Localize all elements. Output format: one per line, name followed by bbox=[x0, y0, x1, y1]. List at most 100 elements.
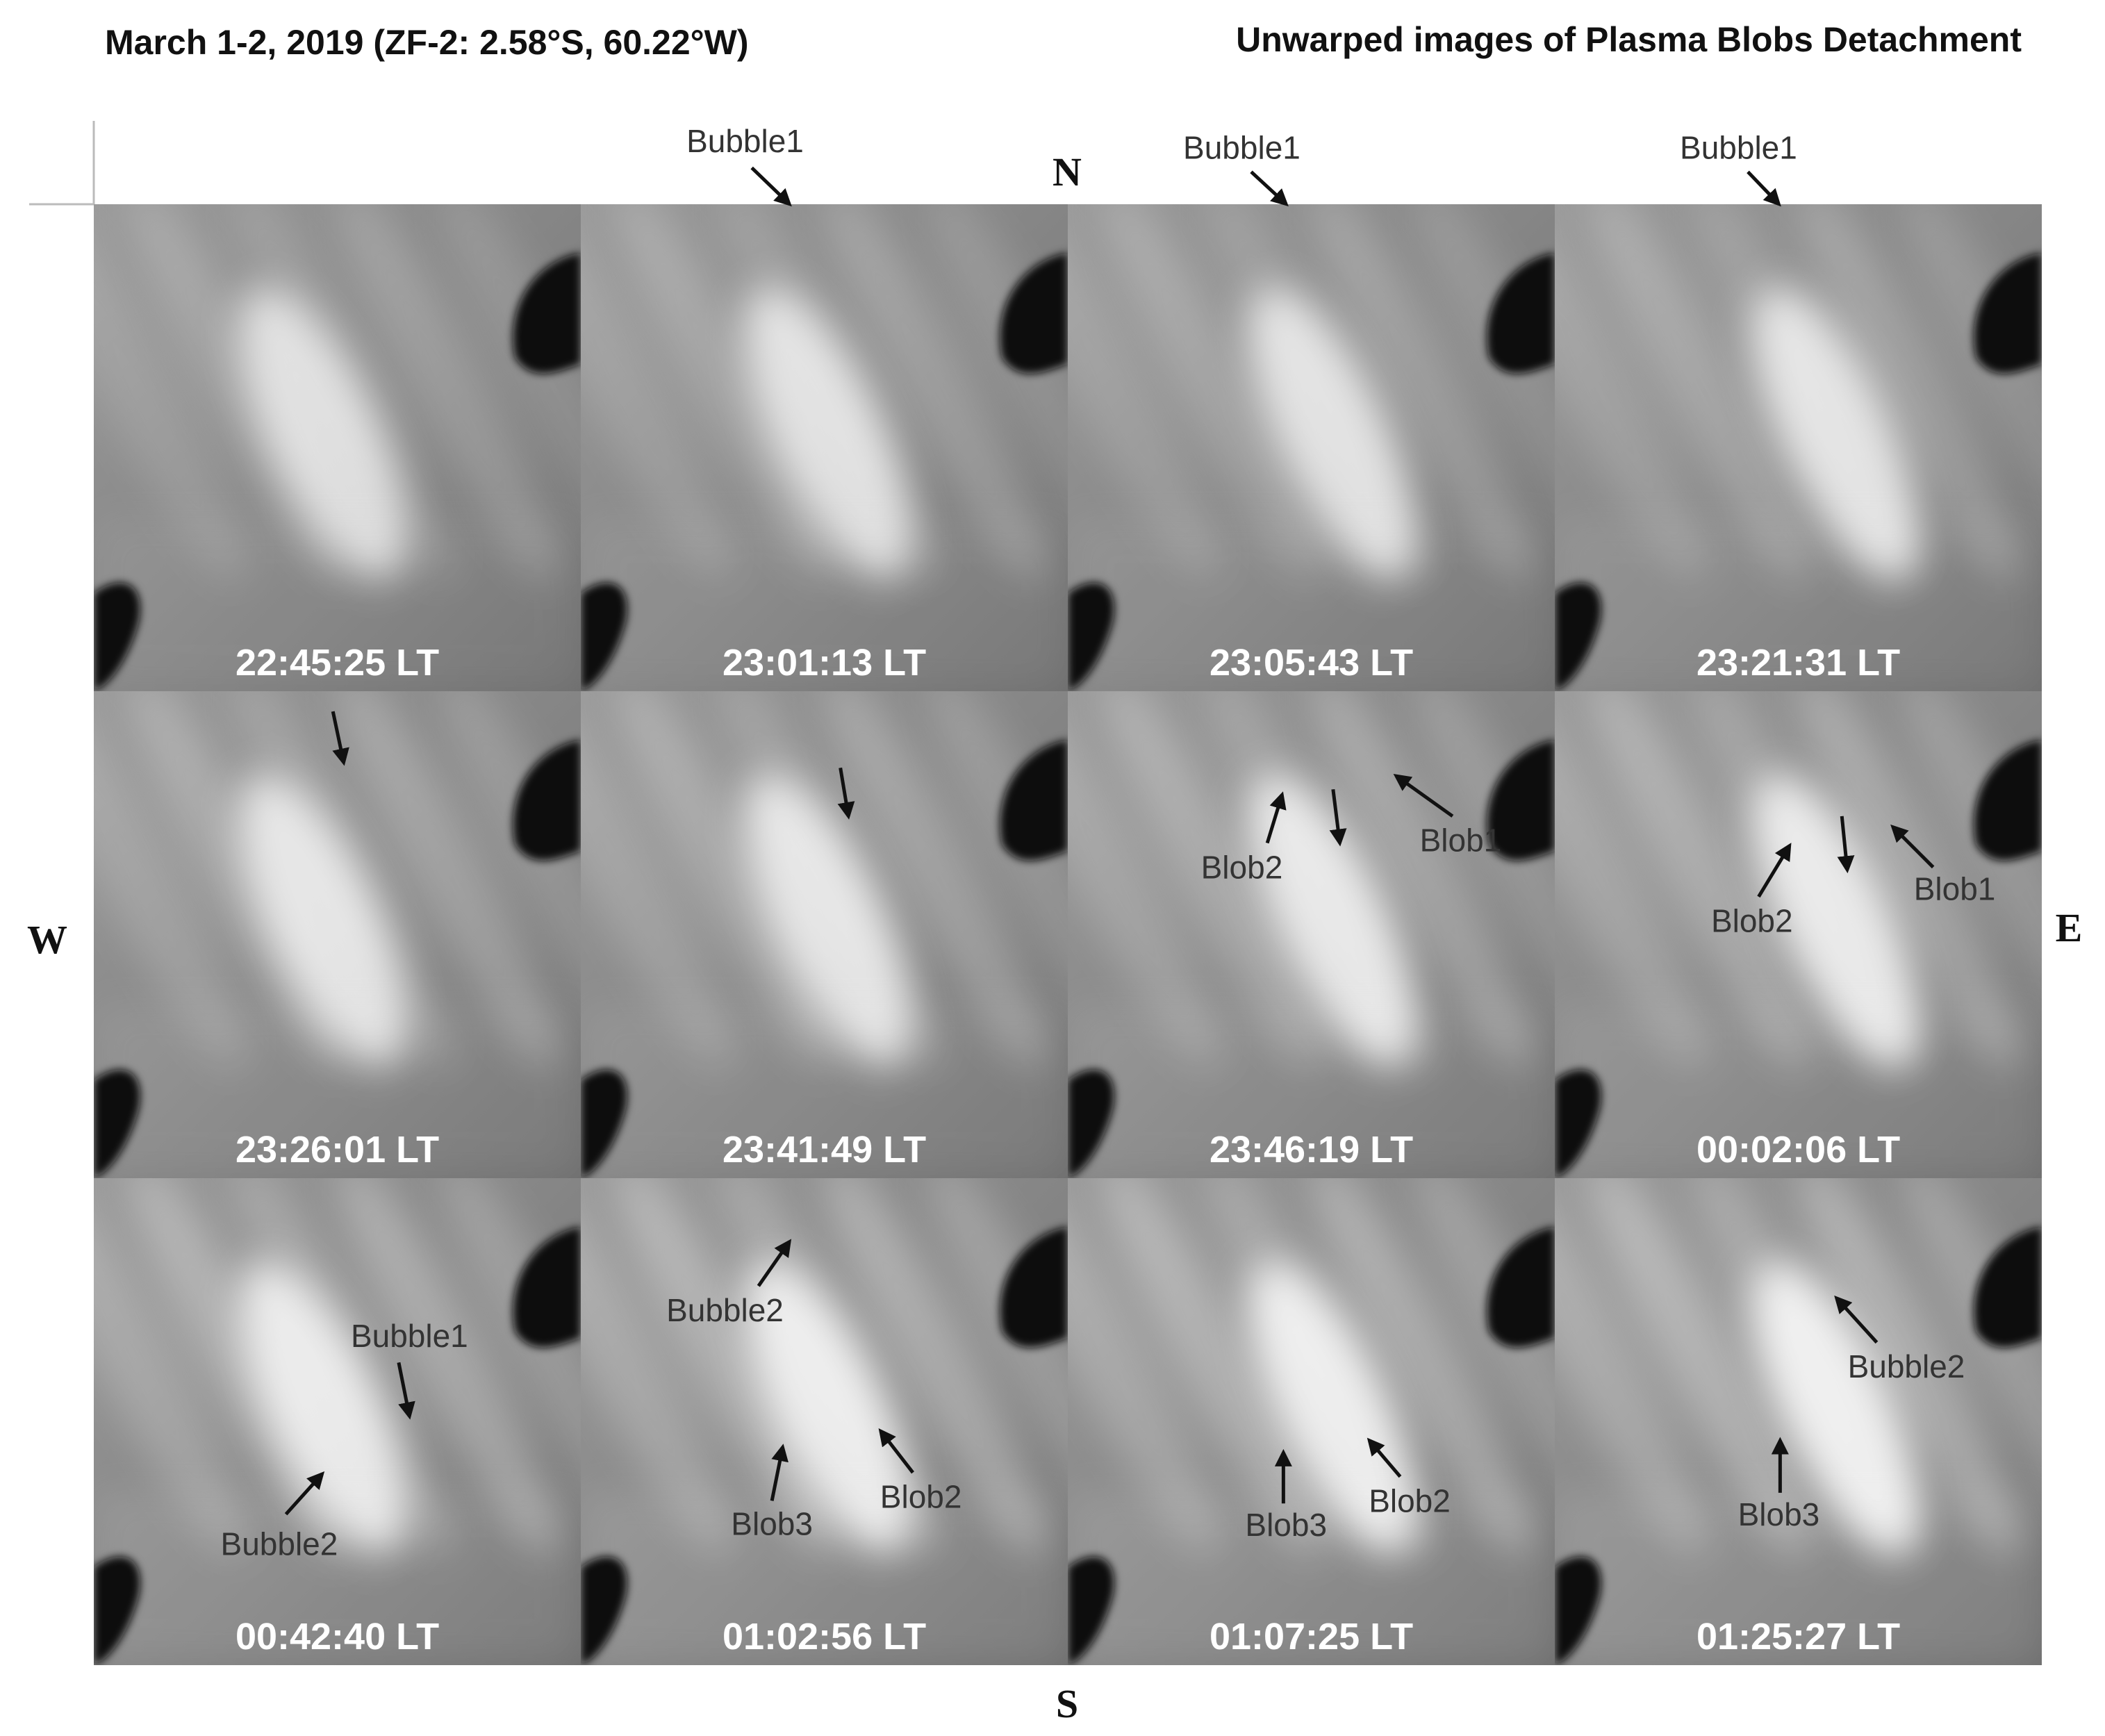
airglow-streak bbox=[94, 691, 245, 1069]
lower-haze bbox=[1068, 1491, 1555, 1665]
airglow-streak bbox=[1904, 1178, 2042, 1556]
sky-image: 23:05:43 LT bbox=[1068, 204, 1555, 691]
arrow bbox=[750, 166, 792, 207]
tree-silhouette bbox=[1068, 582, 1114, 691]
annotation-label: Bubble1 bbox=[686, 123, 804, 159]
airglow-streak bbox=[617, 204, 836, 582]
bright-band bbox=[1247, 1260, 1417, 1555]
lower-haze bbox=[1555, 1491, 2042, 1665]
bright-band bbox=[743, 286, 912, 581]
airglow-streak bbox=[1104, 204, 1323, 582]
airglow-streak bbox=[1591, 204, 1810, 582]
arrow bbox=[1747, 170, 1781, 207]
airglow-streak bbox=[930, 691, 1068, 1069]
arrow bbox=[397, 1362, 415, 1420]
lower-haze bbox=[581, 517, 1068, 691]
arrow bbox=[1250, 170, 1289, 207]
bright-band bbox=[743, 773, 912, 1068]
airglow-streak bbox=[1068, 1178, 1219, 1556]
arrow bbox=[1265, 791, 1287, 844]
annotation-label: Blob2 bbox=[1369, 1482, 1451, 1519]
panel-grid: 22:45:25 LT 23:01:13 LT 23:05:43 LT 23:21:3… bbox=[94, 204, 2042, 1665]
tree-silhouette bbox=[513, 253, 581, 374]
airglow-streak bbox=[443, 1178, 581, 1556]
lower-haze bbox=[94, 1491, 581, 1665]
tree-silhouette bbox=[1974, 1227, 2042, 1348]
arrow bbox=[757, 1239, 792, 1287]
arrow bbox=[1834, 1295, 1879, 1344]
arrow bbox=[1367, 1437, 1402, 1478]
airglow-streak bbox=[1799, 204, 2019, 582]
airglow-streak bbox=[1591, 1178, 1810, 1556]
airglow-streak bbox=[443, 204, 581, 582]
timestamp: 22:45:25 LT bbox=[236, 642, 439, 684]
tree-silhouette bbox=[1555, 1556, 1601, 1665]
airglow-streak bbox=[1904, 691, 2042, 1069]
tree-silhouette bbox=[581, 582, 627, 691]
airglow-streak bbox=[1312, 691, 1532, 1069]
tree-silhouette bbox=[1000, 253, 1068, 374]
timestamp: 23:21:31 LT bbox=[1697, 642, 1900, 684]
bright-band bbox=[238, 773, 408, 1068]
west-label: W bbox=[27, 917, 67, 962]
tree-silhouette bbox=[1555, 582, 1601, 691]
timestamp: 23:01:13 LT bbox=[723, 642, 926, 684]
tree-silhouette bbox=[1068, 1556, 1114, 1665]
annotation-label: Blob2 bbox=[1711, 903, 1793, 939]
timestamp: 23:26:01 LT bbox=[236, 1129, 439, 1171]
bright-band bbox=[1751, 773, 1921, 1068]
annotation-label: Blob3 bbox=[1738, 1496, 1820, 1532]
tree-silhouette bbox=[94, 582, 140, 691]
sky-image: 00:42:40 LT bbox=[94, 1178, 581, 1665]
tree-silhouette bbox=[1974, 740, 2042, 861]
tree-silhouette bbox=[581, 1069, 627, 1178]
tree-silhouette bbox=[513, 740, 581, 861]
airglow-streak bbox=[443, 691, 581, 1069]
tree-silhouette bbox=[94, 1556, 140, 1665]
airglow-streak bbox=[1555, 1178, 1706, 1556]
lower-haze bbox=[581, 1491, 1068, 1665]
airglow-streak bbox=[581, 691, 732, 1069]
tree-silhouette bbox=[581, 1556, 627, 1665]
airglow-streak bbox=[338, 1178, 558, 1556]
arrow bbox=[1837, 816, 1855, 874]
airglow-streak bbox=[825, 1178, 1045, 1556]
sky-image: 23:41:49 LT bbox=[581, 691, 1068, 1178]
tree-silhouette bbox=[1000, 1227, 1068, 1348]
timestamp: 23:46:19 LT bbox=[1210, 1129, 1413, 1171]
timestamp: 01:02:56 LT bbox=[723, 1616, 926, 1658]
timestamp: 00:02:06 LT bbox=[1697, 1129, 1900, 1171]
timestamp: 00:42:40 LT bbox=[236, 1616, 439, 1658]
sky-image: 01:25:27 LT bbox=[1555, 1178, 2042, 1665]
tree-silhouette bbox=[1555, 1069, 1601, 1178]
arrow bbox=[1757, 843, 1792, 898]
annotation-label: Blob3 bbox=[731, 1505, 813, 1541]
annotation-label: Bubble2 bbox=[1848, 1348, 1965, 1384]
airglow-streak bbox=[825, 204, 1045, 582]
north-label: N bbox=[1052, 149, 1082, 195]
annotation-label: Blob1 bbox=[1914, 870, 1996, 907]
bright-band bbox=[1751, 286, 1921, 581]
tree-silhouette bbox=[1974, 253, 2042, 374]
airglow-streak bbox=[1104, 691, 1323, 1069]
airglow-streak bbox=[1417, 1178, 1555, 1556]
airglow-streak bbox=[338, 691, 558, 1069]
timestamp: 23:41:49 LT bbox=[723, 1129, 926, 1171]
tree-silhouette bbox=[513, 1227, 581, 1348]
lower-haze bbox=[1068, 517, 1555, 691]
annotation-label: Blob1 bbox=[1420, 822, 1502, 859]
annotation-label: Blob3 bbox=[1245, 1507, 1327, 1543]
lower-haze bbox=[94, 1004, 581, 1178]
airglow-streak bbox=[1104, 1178, 1323, 1556]
tree-silhouette bbox=[1000, 740, 1068, 861]
left-title: March 1-2, 2019 (ZF-2: 2.58°S, 60.22°W) bbox=[105, 23, 748, 62]
airglow-streak bbox=[1591, 691, 1810, 1069]
bright-band bbox=[1247, 286, 1417, 581]
arrow bbox=[331, 711, 349, 766]
bright-band bbox=[1247, 773, 1417, 1068]
airglow-streak bbox=[1555, 204, 1706, 582]
annotation-label: Bubble1 bbox=[351, 1318, 468, 1354]
airglow-streak bbox=[1068, 691, 1219, 1069]
sky-image: 00:02:06 LT bbox=[1555, 691, 2042, 1178]
